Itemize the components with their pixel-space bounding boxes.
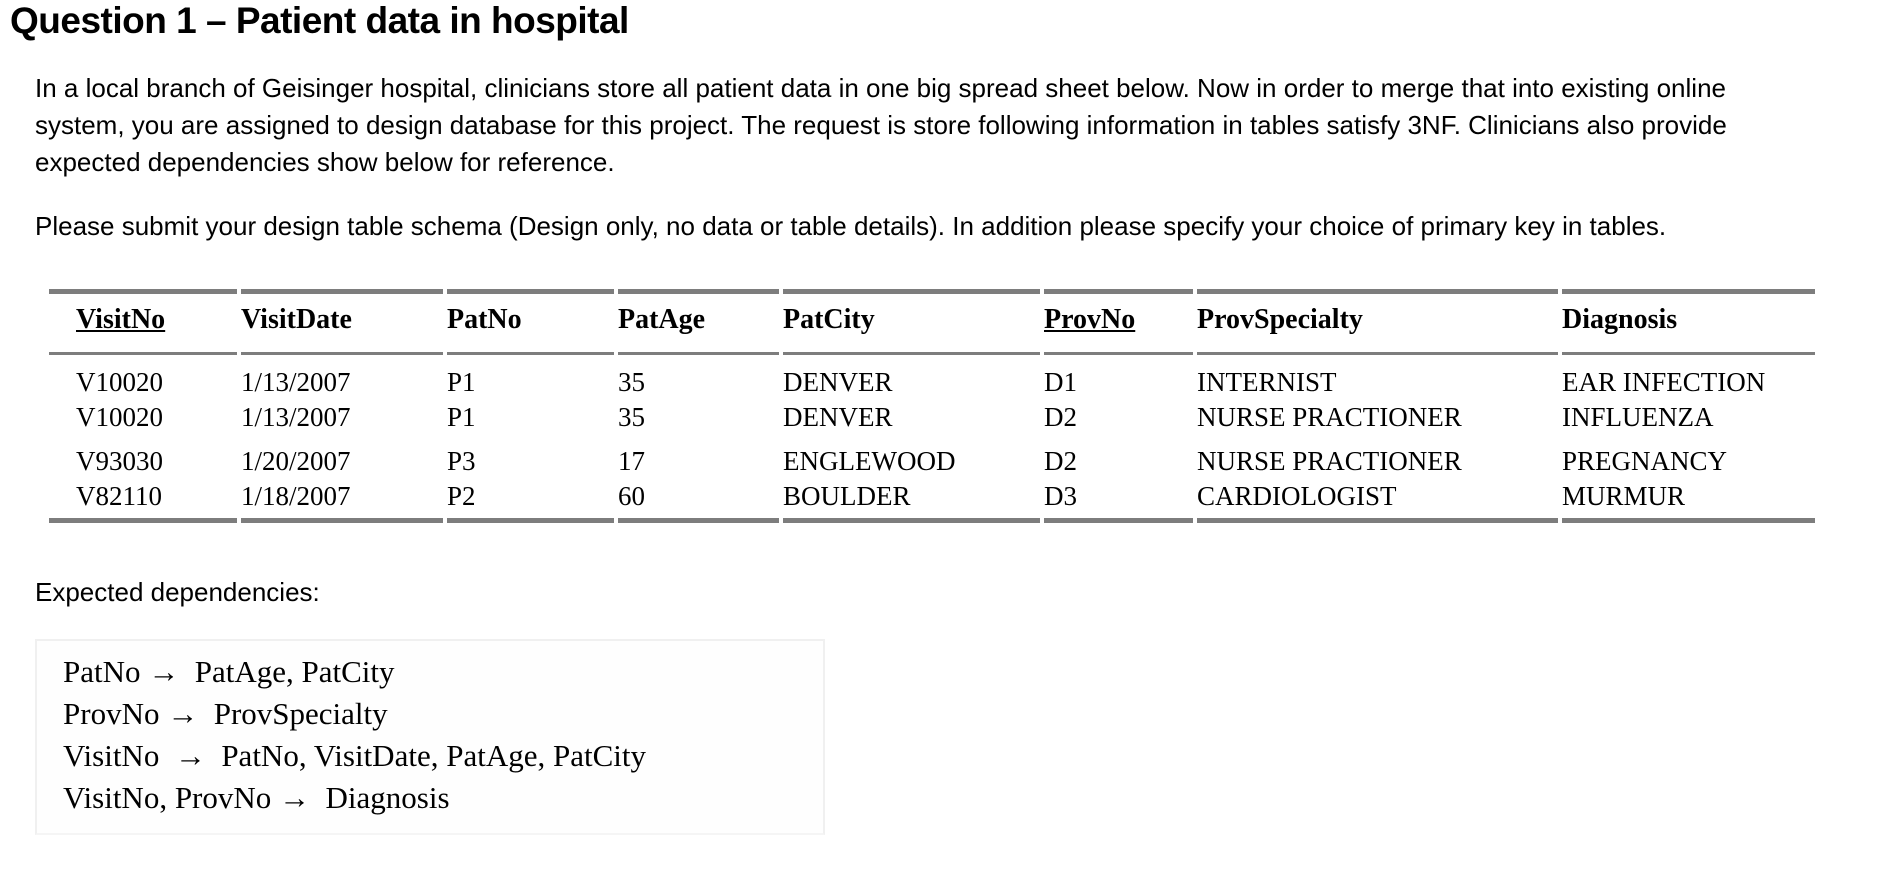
table-header-row: VisitNo VisitDate PatNo PatAge PatCity P… — [49, 289, 1815, 355]
col-header-label: Diagnosis — [1562, 304, 1678, 335]
col-header-label: PatCity — [783, 304, 875, 335]
cell-visitdate: 1/13/2007 — [241, 367, 351, 397]
cell-diagnosis: MURMUR — [1562, 479, 1815, 523]
intro-line: expected dependencies show below for ref… — [35, 147, 615, 177]
cell-patno: P3 — [447, 446, 476, 476]
cell-provspecialty: NURSE PRACTIONER — [1197, 446, 1462, 476]
cell-provspecialty: CARDIOLOGIST — [1197, 479, 1558, 523]
col-header-label: VisitNo — [76, 304, 166, 335]
col-header-label: PatAge — [618, 304, 706, 335]
cell-patcity: DENVER — [783, 402, 893, 432]
col-header-label: ProvSpecialty — [1197, 304, 1363, 335]
cell-patage: 35 — [618, 367, 645, 397]
page-title: Question 1 – Patient data in hospital — [10, 0, 629, 41]
col-header-visitno: VisitNo — [49, 289, 237, 355]
intro-paragraph: In a local branch of Geisinger hospital,… — [35, 70, 1893, 181]
col-header-label: ProvNo — [1044, 304, 1136, 335]
intro-line: system, you are assigned to design datab… — [35, 110, 1727, 140]
instruction-paragraph: Please submit your design table schema (… — [35, 211, 1667, 241]
cell-visitdate: 1/18/2007 — [241, 479, 443, 523]
col-header-label: PatNo — [447, 304, 522, 335]
col-header-provspecialty: ProvSpecialty — [1197, 289, 1558, 355]
cell-diagnosis: PREGNANCY — [1562, 446, 1728, 476]
cell-patcity: BOULDER — [783, 479, 1040, 523]
cell-diagnosis: INFLUENZA — [1562, 402, 1714, 432]
cell-provno: D2 — [1044, 402, 1077, 432]
cell-patno: P1 — [447, 367, 476, 397]
cell-visitdate: 1/20/2007 — [241, 446, 351, 476]
col-header-patcity: PatCity — [783, 289, 1040, 355]
dependency-line: VisitNo, ProvNo → Diagnosis — [63, 780, 450, 815]
patient-data-table: VisitNo VisitDate PatNo PatAge PatCity P… — [45, 289, 1819, 523]
cell-visitno: V10020 — [76, 367, 163, 397]
cell-patage: 17 — [618, 446, 645, 476]
col-header-diagnosis: Diagnosis — [1562, 289, 1815, 355]
dependency-line: PatNo → PatAge, PatCity — [63, 654, 395, 689]
cell-patcity: DENVER — [783, 367, 893, 397]
cell-visitno: V10020 — [76, 402, 163, 432]
cell-provspecialty: INTERNIST — [1197, 367, 1337, 397]
cell-provno: D3 — [1044, 479, 1193, 523]
table-row: V82110 1/18/2007 P2 60 BOULDER D3 CARDIO… — [49, 479, 1815, 523]
cell-patage: 35 — [618, 402, 645, 432]
cell-provno: D2 — [1044, 446, 1077, 476]
col-header-provno: ProvNo — [1044, 289, 1193, 355]
col-header-label: VisitDate — [241, 304, 352, 335]
col-header-patage: PatAge — [618, 289, 779, 355]
cell-diagnosis: EAR INFECTION — [1562, 367, 1766, 397]
cell-patage: 60 — [618, 479, 779, 523]
col-header-visitdate: VisitDate — [241, 289, 443, 355]
col-header-patno: PatNo — [447, 289, 614, 355]
dependency-line: ProvNo → ProvSpecialty — [63, 696, 388, 731]
dependency-line: VisitNo → PatNo, VisitDate, PatAge, PatC… — [63, 738, 646, 773]
cell-visitno: V82110 — [49, 479, 237, 523]
cell-provno: D1 — [1044, 367, 1077, 397]
cell-patno: P2 — [447, 479, 614, 523]
table-row: V10020 1/13/2007 P1 35 DENVER D1 INTERNI… — [49, 355, 1815, 400]
table-row: V10020 1/13/2007 P1 35 DENVER D2 NURSE P… — [49, 400, 1815, 435]
dependencies-label: Expected dependencies: — [35, 577, 320, 607]
cell-patcity: ENGLEWOOD — [783, 446, 956, 476]
cell-visitdate: 1/13/2007 — [241, 402, 351, 432]
cell-visitno: V93030 — [76, 446, 163, 476]
cell-provspecialty: NURSE PRACTIONER — [1197, 402, 1462, 432]
table-row: V93030 1/20/2007 P3 17 ENGLEWOOD D2 NURS… — [49, 435, 1815, 479]
dependencies-box: PatNo → PatAge, PatCity ProvNo → ProvSpe… — [35, 639, 825, 835]
intro-line: In a local branch of Geisinger hospital,… — [35, 73, 1726, 103]
cell-patno: P1 — [447, 402, 476, 432]
